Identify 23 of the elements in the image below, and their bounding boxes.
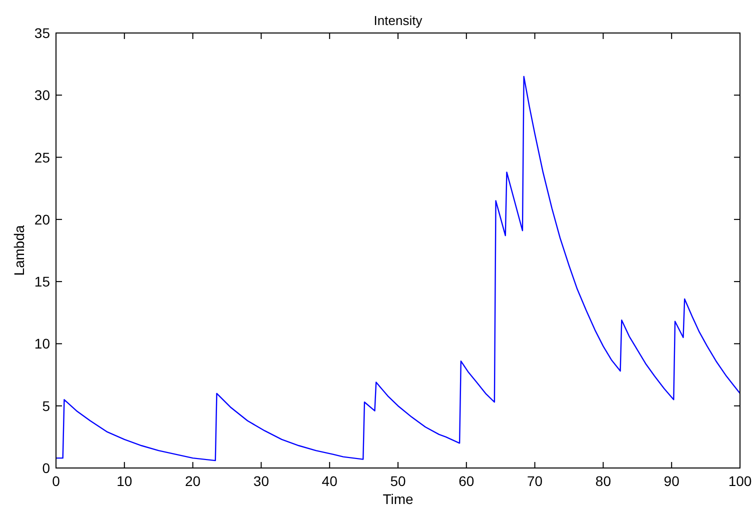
x-tick-label: 80	[595, 473, 612, 489]
x-tick-label: 100	[728, 473, 752, 489]
x-tick-label: 20	[185, 473, 201, 489]
y-tick-label: 10	[34, 336, 50, 352]
y-tick-label: 0	[42, 460, 50, 476]
chart-title: Intensity	[374, 13, 423, 28]
y-tick-label: 30	[34, 87, 50, 104]
x-tick-label: 50	[390, 473, 406, 489]
x-tick-label: 30	[253, 473, 270, 489]
x-tick-label: 60	[458, 473, 474, 489]
y-tick-label: 25	[34, 149, 50, 166]
y-tick-label: 5	[42, 398, 50, 414]
y-axis-title: Lambda	[11, 224, 27, 276]
x-axis-title: Time	[382, 491, 414, 507]
x-tick-label: 40	[322, 473, 338, 489]
x-tick-label: 0	[52, 473, 60, 489]
y-tick-label: 15	[34, 274, 50, 290]
x-tick-label: 90	[664, 473, 680, 489]
y-tick-label: 35	[34, 25, 50, 41]
line-series	[55, 76, 741, 462]
x-tick-label: 10	[116, 473, 132, 489]
y-tick-label: 20	[34, 211, 50, 228]
x-tick-label: 70	[527, 473, 543, 489]
